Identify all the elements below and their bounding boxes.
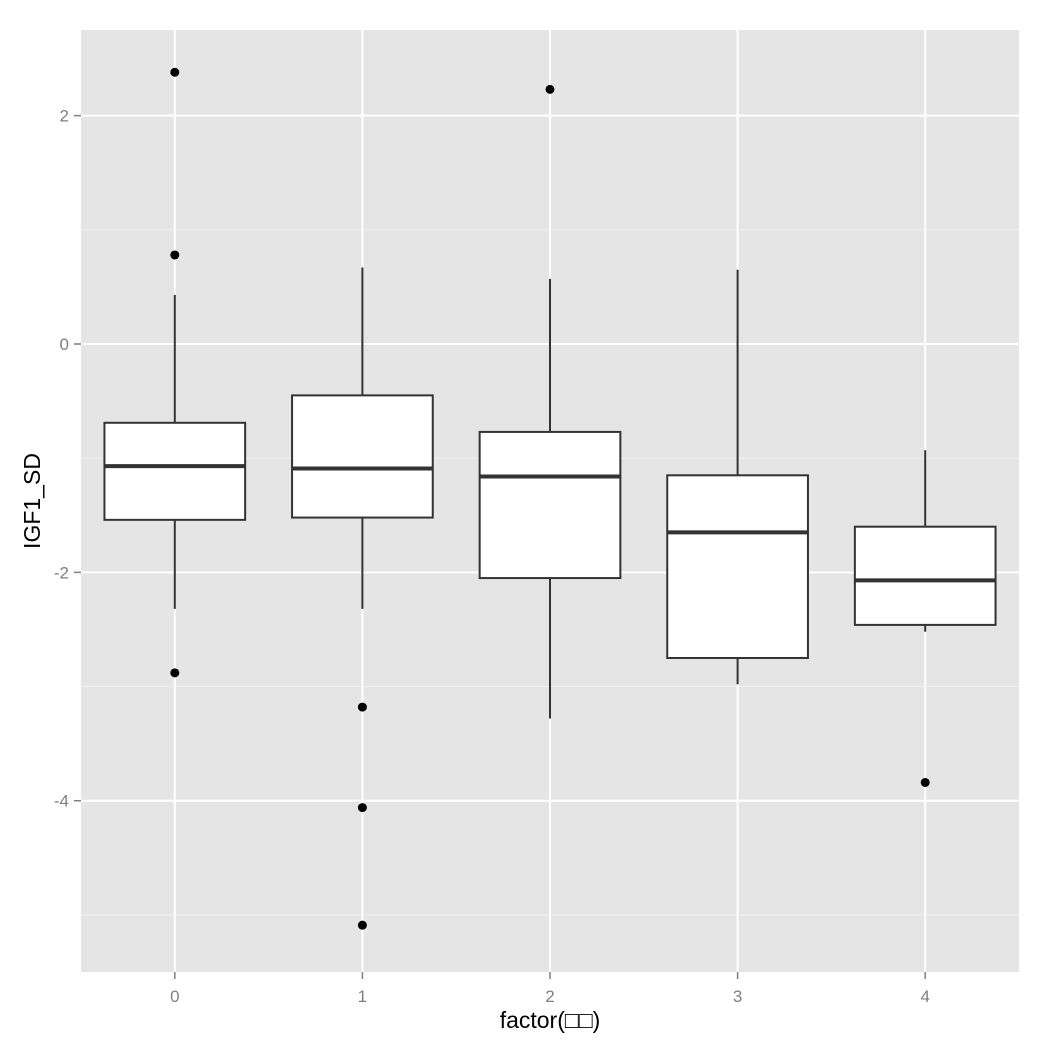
x-tick-label: 1 <box>358 987 367 1006</box>
outlier-point <box>545 84 555 94</box>
box-4 <box>853 450 997 787</box>
y-tick-label: 2 <box>60 107 69 126</box>
y-axis-ticks: 2 0 -2 -4 <box>54 107 81 811</box>
outlier-point <box>170 668 180 678</box>
x-axis-title: factor(□□) <box>500 1007 601 1033</box>
x-tick-label: 0 <box>170 987 179 1006</box>
outlier-point <box>357 803 367 813</box>
box-iqr <box>666 474 809 659</box>
outlier-point <box>357 702 367 712</box>
box-2 <box>478 84 622 719</box>
box-iqr <box>291 394 434 519</box>
box-iqr <box>478 430 622 580</box>
x-axis-ticks: 0 1 2 3 4 <box>170 972 930 1006</box>
x-tick-label: 4 <box>920 987 929 1006</box>
box-1 <box>291 267 434 930</box>
box-3 <box>666 269 809 685</box>
outlier-point <box>920 777 930 787</box>
x-tick-label: 3 <box>733 987 742 1006</box>
box-iqr <box>853 525 997 626</box>
outlier-point <box>357 920 367 930</box>
y-axis-title: IGF1_SD <box>19 453 45 549</box>
outlier-point <box>170 250 180 260</box>
y-tick-label: 0 <box>60 335 69 354</box>
boxes <box>103 67 997 930</box>
y-tick-label: -4 <box>54 792 69 811</box>
y-tick-label: -2 <box>54 563 69 582</box>
box-iqr <box>103 421 247 521</box>
outlier-point <box>170 67 180 77</box>
x-tick-label: 2 <box>545 987 554 1006</box>
box-0 <box>103 67 247 678</box>
